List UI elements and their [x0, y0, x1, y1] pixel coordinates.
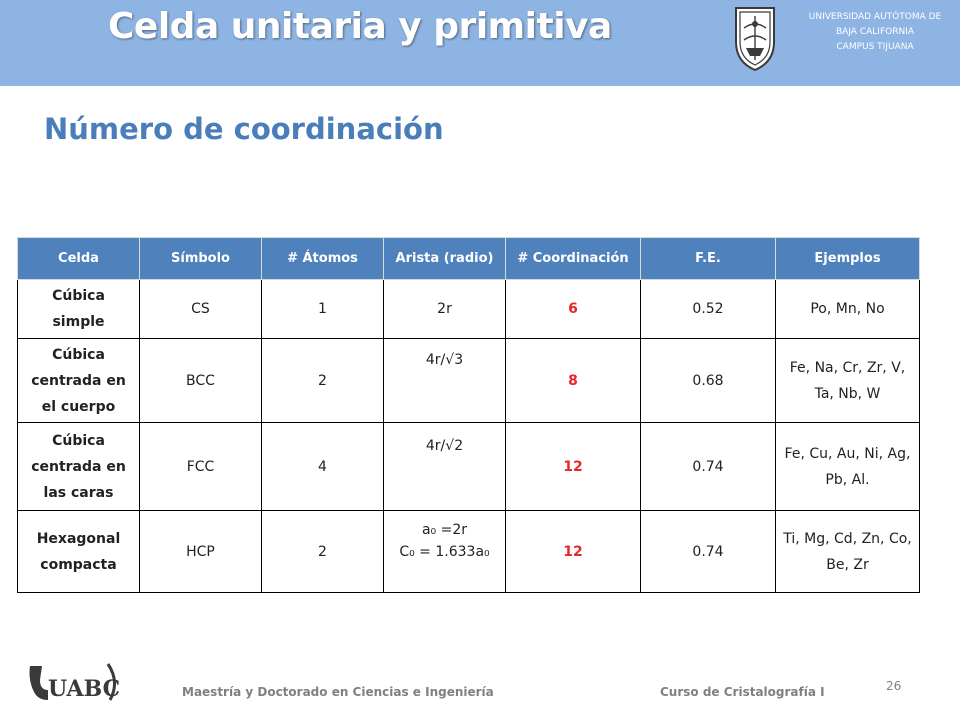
- cell-fe: 0.52: [640, 279, 776, 339]
- university-line: UNIVERSIDAD AUTÓTOMA DE: [808, 12, 942, 22]
- cell-coordinacion: 6: [505, 279, 641, 339]
- cell-line: Cúbica: [52, 288, 105, 304]
- cell-ejemplos: Po, Mn, No: [775, 279, 920, 339]
- cell-atomos: 1: [261, 279, 384, 339]
- cell-fe: 0.68: [640, 338, 776, 423]
- table-row: Cúbica centrada en el cuerpo BCC 2 4r/√3…: [17, 338, 920, 423]
- cell-line: centrada en: [31, 458, 126, 475]
- cell-line: las caras: [43, 484, 114, 501]
- logo-text: UABC: [48, 676, 120, 702]
- footer-program: Maestría y Doctorado en Ciencias e Ingen…: [182, 685, 494, 699]
- crystal-structure-table: Celda Símbolo # Átomos Arista (radio) # …: [17, 237, 920, 593]
- table-row: Cúbica centrada en las caras FCC 4 4r/√2…: [17, 422, 920, 511]
- column-header: Ejemplos: [775, 237, 920, 280]
- table-row: Hexagonal compacta HCP 2 a₀ =2r C₀ = 1.6…: [17, 510, 920, 593]
- cell-coordinacion: 12: [505, 422, 641, 511]
- cell-simbolo: HCP: [139, 510, 262, 593]
- cell-atomos: 4: [261, 422, 384, 511]
- cell-atomos: 2: [261, 338, 384, 423]
- cell-fe: 0.74: [640, 510, 776, 593]
- cell-simbolo: CS: [139, 279, 262, 339]
- column-header: F.E.: [640, 237, 776, 280]
- cell-line: Cúbica: [52, 346, 105, 363]
- cell-celda: Hexagonal compacta: [17, 510, 140, 593]
- cell-arista: a₀ =2r C₀ = 1.633a₀: [383, 510, 506, 593]
- column-header: Celda: [17, 237, 140, 280]
- university-crest-icon: [735, 7, 775, 72]
- cell-celda: Cúbica simple: [17, 279, 140, 339]
- cell-line: compacta: [40, 556, 117, 573]
- cell-atomos: 2: [261, 510, 384, 593]
- cell-line: Hexagonal: [36, 530, 121, 547]
- cell-coordinacion: 12: [505, 510, 641, 593]
- cell-simbolo: FCC: [139, 422, 262, 511]
- cell-line: centrada en: [31, 372, 126, 389]
- cell-fe: 0.74: [640, 422, 776, 511]
- slide-title: Celda unitaria y primitiva: [108, 6, 612, 47]
- cell-line: el cuerpo: [41, 398, 116, 415]
- table-header-row: Celda Símbolo # Átomos Arista (radio) # …: [17, 237, 920, 280]
- page-number: 26: [886, 679, 902, 693]
- column-header: # Átomos: [261, 237, 384, 280]
- cell-ejemplos: Fe, Na, Cr, Zr, V, Ta, Nb, W: [775, 338, 920, 423]
- university-line: CAMPUS TIJUANA: [836, 42, 914, 52]
- cell-line: a₀ =2r: [421, 522, 468, 538]
- cell-arista: 4r/√3: [383, 338, 506, 423]
- table-row: Cúbica simple CS 1 2r 6 0.52 Po, Mn, No: [17, 279, 920, 339]
- cell-simbolo: BCC: [139, 338, 262, 423]
- cell-line: simple: [52, 314, 105, 330]
- cell-line: C₀ = 1.633a₀: [399, 544, 490, 560]
- university-name: UNIVERSIDAD AUTÓTOMA DE BAJA CALIFORNIA …: [790, 10, 960, 55]
- column-header: Arista (radio): [383, 237, 506, 280]
- cell-celda: Cúbica centrada en el cuerpo: [17, 338, 140, 423]
- column-header: # Coordinación: [505, 237, 641, 280]
- slide-subtitle: Número de coordinación: [44, 112, 444, 146]
- cell-ejemplos: Ti, Mg, Cd, Zn, Co, Be, Zr: [775, 510, 920, 593]
- cell-line: Cúbica: [52, 432, 105, 449]
- cell-arista: 2r: [383, 279, 506, 339]
- header-bar: Celda unitaria y primitiva UNIVERSIDAD A…: [0, 0, 960, 86]
- university-line: BAJA CALIFORNIA: [835, 27, 914, 37]
- cell-celda: Cúbica centrada en las caras: [17, 422, 140, 511]
- cell-ejemplos: Fe, Cu, Au, Ni, Ag, Pb, Al.: [775, 422, 920, 511]
- cell-coordinacion: 8: [505, 338, 641, 423]
- cell-arista: 4r/√2: [383, 422, 506, 511]
- uabc-logo-icon: UABC: [24, 660, 120, 704]
- footer-course: Curso de Cristalografía I: [660, 685, 825, 699]
- column-header: Símbolo: [139, 237, 262, 280]
